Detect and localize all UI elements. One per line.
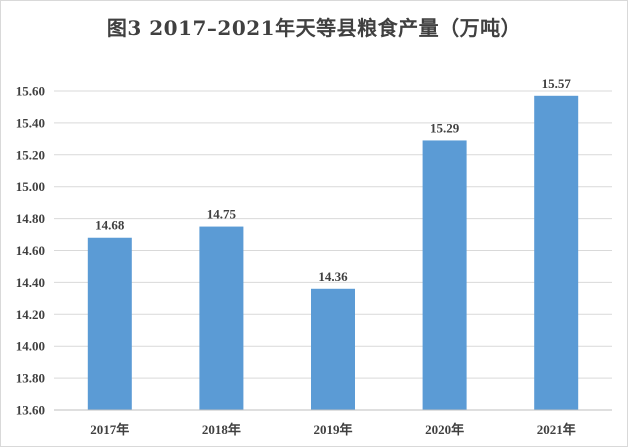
gridlines xyxy=(54,90,612,411)
data-label: 14.68 xyxy=(95,218,125,233)
y-tick-label: 14.40 xyxy=(16,275,45,290)
bar xyxy=(87,237,132,410)
bar xyxy=(534,95,579,410)
data-label: 14.75 xyxy=(207,207,237,222)
y-tick-label: 15.40 xyxy=(16,115,45,130)
y-tick-label: 13.60 xyxy=(16,403,45,418)
chart-title: 图3 2017–2021年天等县粮食产量（万吨） xyxy=(106,16,522,40)
bar xyxy=(311,288,355,410)
data-label: 15.57 xyxy=(542,76,572,91)
data-labels: 14.68 14.75 14.36 15.29 15.57 xyxy=(95,76,571,284)
x-category-label: 2020年 xyxy=(425,422,464,437)
y-tick-label: 14.80 xyxy=(16,211,45,226)
y-tick-label: 13.80 xyxy=(16,371,45,386)
data-label: 15.29 xyxy=(430,120,460,135)
x-category-label: 2019年 xyxy=(313,422,352,437)
bar xyxy=(422,140,467,410)
bars xyxy=(87,95,579,410)
y-tick-label: 15.00 xyxy=(16,179,45,194)
y-axis: 13.60 13.80 14.00 14.20 14.40 14.60 14.80 15.00… xyxy=(16,84,45,418)
x-axis: 2017年 2018年 2019年 2020年 2021年 xyxy=(54,409,612,437)
y-tick-label: 14.20 xyxy=(16,307,45,322)
data-label: 14.36 xyxy=(318,269,348,284)
x-category-label: 2018年 xyxy=(202,422,241,437)
x-category-label: 2017年 xyxy=(90,422,129,437)
bar xyxy=(199,226,244,410)
y-tick-label: 14.00 xyxy=(16,339,45,354)
x-category-label: 2021年 xyxy=(537,422,576,437)
y-tick-label: 15.20 xyxy=(16,147,45,162)
y-tick-label: 15.60 xyxy=(16,84,45,99)
y-tick-label: 14.60 xyxy=(16,243,45,258)
